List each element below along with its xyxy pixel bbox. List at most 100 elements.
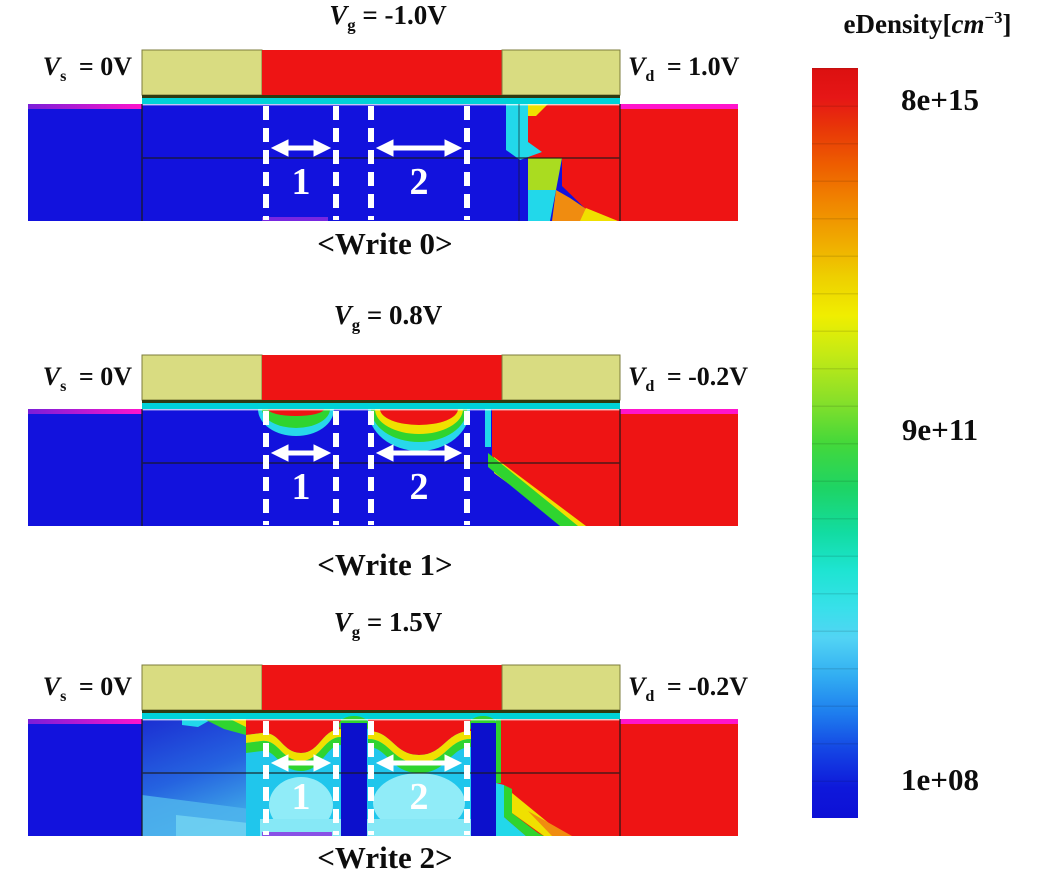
drain-electrode: [501, 354, 621, 401]
drain-block: [620, 104, 738, 221]
region2-label: 2: [410, 466, 429, 508]
channel-stack-region2: [368, 719, 471, 773]
drain-voltage-label-write0: Vd = 1.0V: [628, 52, 858, 86]
storage-region-dashed-lines: [263, 411, 470, 525]
transition-yellow-wedge: [230, 719, 246, 727]
region1-label: 1: [292, 466, 311, 508]
density-contour-cyan: [506, 104, 542, 160]
mesh-structure-lines: [141, 719, 621, 836]
drain-density-region: [485, 409, 738, 526]
body-layer: 1 2: [28, 716, 738, 836]
body-layer: 1 2: [28, 409, 738, 526]
v-subscript: d: [645, 68, 655, 86]
v-symbol: V: [628, 672, 646, 701]
drain-density-region: [496, 719, 738, 836]
panel-caption-write1: <Write 1>: [317, 547, 453, 582]
mesh-structure-lines: [141, 104, 621, 221]
gate-electrode: [262, 665, 502, 710]
oxide-hairline: [142, 719, 620, 721]
v-subscript: s: [60, 688, 67, 706]
v-value: = 1.5V: [366, 607, 443, 637]
source-electrode: [141, 664, 263, 711]
electrode-layer: [141, 49, 621, 104]
surface-strip-left: [28, 719, 142, 724]
v-value: = -1.0V: [362, 0, 447, 30]
region2-arrow: [375, 444, 463, 462]
charge-pocket-region1: [258, 409, 334, 436]
drain-electrode: [501, 664, 621, 711]
v-value: = 0V: [78, 672, 132, 701]
source-voltage-label-write2: Vs = 0V: [2, 672, 132, 706]
transition-cyan-wedge: [182, 719, 212, 727]
density-contour-green-sliver: [496, 719, 501, 783]
v-subscript: g: [351, 622, 361, 642]
panel-caption-write2: <Write 2>: [317, 840, 453, 875]
drain-voltage-label-write2: Vd = -0.2V: [628, 672, 858, 706]
gate-electrode: [262, 50, 502, 95]
plume-core-region2: [373, 773, 465, 833]
v-value: = -0.2V: [666, 672, 749, 701]
electrode-interface-line: [142, 400, 620, 403]
colorbar-tick-max: 8e+15: [901, 82, 979, 117]
storage-region-dashed-lines: [263, 721, 470, 835]
surface-strip-bottom-violet: [262, 217, 328, 221]
pocket1-red-core: [268, 409, 324, 416]
corner-cyan-wedge: [496, 783, 526, 836]
storage-region-dashed-lines: [263, 106, 470, 220]
colorbar-title: eDensity[cm−3]: [796, 8, 1059, 40]
region1-label: 1: [292, 161, 311, 203]
colorbar-tick-mid: 9e+11: [901, 412, 979, 447]
device-cross-section-write2: 1 2: [28, 664, 738, 836]
channel-yellow-band: [246, 729, 341, 761]
density-contour-cyan2: [528, 190, 556, 221]
density-contour-yellow: [494, 457, 586, 526]
electrode-interface-line: [142, 710, 620, 713]
electrode-layer: [141, 354, 621, 409]
transition-green-wedge: [204, 719, 246, 735]
gate-voltage-label-write1: Vg = 0.8V: [138, 300, 638, 335]
v-symbol: V: [333, 300, 352, 330]
charge-pocket-region2: [368, 409, 470, 451]
colorbar-title-unit: cm: [951, 9, 985, 39]
v-symbol: V: [42, 362, 61, 391]
channel-red-band: [368, 719, 471, 755]
drain-density-region: [506, 104, 738, 221]
colorbar-gradient: [812, 68, 858, 818]
density-contour-green: [488, 453, 578, 526]
v-value: = 0.8V: [366, 300, 443, 330]
surface-strip-right: [620, 409, 738, 414]
v-symbol: V: [42, 52, 61, 81]
drain-voltage-label-write1: Vd = -0.2V: [628, 362, 858, 396]
plume-bottom-strip: [260, 819, 500, 836]
surface-strip-right: [620, 719, 738, 724]
region2-arrow: [375, 754, 463, 772]
drain-block: [620, 719, 738, 836]
drain-red-zone: [496, 719, 620, 836]
v-subscript: g: [351, 315, 361, 335]
gate-voltage-label-write2: Vg = 1.5V: [138, 607, 638, 642]
mesh-structure-lines: [141, 409, 621, 526]
channel-yellow-band: [368, 731, 471, 763]
source-voltage-label-write0: Vs = 0V: [2, 52, 132, 86]
region2-label: 2: [410, 161, 429, 203]
v-symbol: V: [628, 52, 646, 81]
density-contour-cyan: [485, 409, 491, 447]
region1-label: 1: [292, 776, 311, 818]
v-subscript: s: [60, 378, 67, 396]
oxide-layer: [142, 713, 620, 719]
v-value: = 0V: [78, 362, 132, 391]
v-subscript: d: [645, 688, 655, 706]
v-value: = -0.2V: [666, 362, 749, 391]
oxide-layer: [142, 98, 620, 104]
gate-voltage-label-write0: Vg = -1.0V: [138, 0, 638, 35]
source-electrode: [141, 49, 263, 96]
surface-strip-left: [28, 409, 142, 414]
density-contour-yellow: [528, 104, 548, 116]
pillar2-navy: [471, 723, 496, 836]
density-step-lighter: [176, 815, 266, 836]
source-electrode: [141, 354, 263, 401]
region1-arrow: [270, 444, 332, 462]
electrode-layer: [141, 664, 621, 719]
oxide-hairline: [142, 409, 620, 411]
